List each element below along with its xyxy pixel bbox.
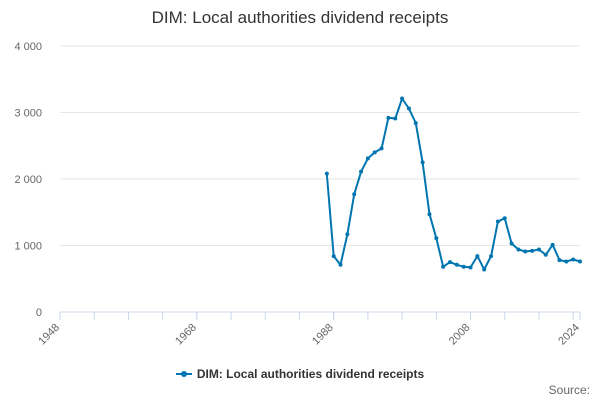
data-point[interactable] [427,212,432,217]
x-tick-label: 2008 [447,322,473,348]
grid-lines [60,45,580,246]
data-point[interactable] [454,262,459,267]
data-point[interactable] [578,259,582,264]
data-point[interactable] [379,146,384,151]
data-point[interactable] [530,248,535,253]
y-axis-labels: 0 1 000 2 000 3 000 4 000 [14,41,42,319]
series-line[interactable] [325,97,581,271]
data-point[interactable] [564,259,569,264]
data-point[interactable] [359,169,364,174]
data-point[interactable] [338,262,343,267]
series-layer[interactable] [324,96,582,272]
x-axis [59,311,581,320]
y-tick-label: 2 000 [14,174,42,186]
data-point[interactable] [509,241,514,246]
x-tick-label: 1988 [310,322,336,348]
data-point[interactable] [557,258,562,263]
data-point[interactable] [550,242,555,247]
data-point[interactable] [400,96,405,101]
y-tick-label: 1 000 [14,241,42,253]
y-tick-label: 3 000 [14,108,42,120]
data-point[interactable] [406,106,411,111]
legend-line-marker-icon [175,371,192,377]
legend: DIM: Local authorities dividend receipts [0,364,600,381]
data-point[interactable] [434,236,439,241]
data-point[interactable] [536,247,541,252]
data-point[interactable] [475,254,480,259]
data-point[interactable] [523,249,528,254]
data-point[interactable] [468,265,473,270]
x-axis-labels: 1948 1968 1988 2008 2024 [36,322,582,348]
data-point[interactable] [393,116,398,121]
data-point[interactable] [571,257,576,262]
data-point[interactable] [345,232,350,237]
source-credit: Source: [548,383,590,397]
data-point[interactable] [441,264,446,269]
data-point[interactable] [324,171,329,176]
x-tick-label: 1968 [173,322,199,348]
data-point[interactable] [420,160,425,165]
data-point[interactable] [331,254,336,259]
data-point[interactable] [461,264,466,269]
data-point[interactable] [365,156,370,161]
data-point[interactable] [413,121,418,126]
data-point[interactable] [372,150,377,155]
data-point[interactable] [502,216,507,221]
data-point[interactable] [482,267,487,272]
data-point[interactable] [448,260,452,265]
x-tick-label: 2024 [556,322,582,348]
legend-item[interactable]: DIM: Local authorities dividend receipts [175,367,425,381]
legend-label: DIM: Local authorities dividend receipts [196,367,425,381]
data-point[interactable] [495,219,500,224]
data-point[interactable] [386,115,391,120]
chart-title: DIM: Local authorities dividend receipts [151,8,449,27]
x-tick-label: 1948 [36,322,62,348]
data-point[interactable] [352,192,357,197]
data-point[interactable] [516,247,521,252]
y-tick-label: 0 [36,307,42,319]
data-point[interactable] [543,252,548,257]
y-tick-label: 4 000 [14,41,42,53]
data-point[interactable] [489,254,494,259]
